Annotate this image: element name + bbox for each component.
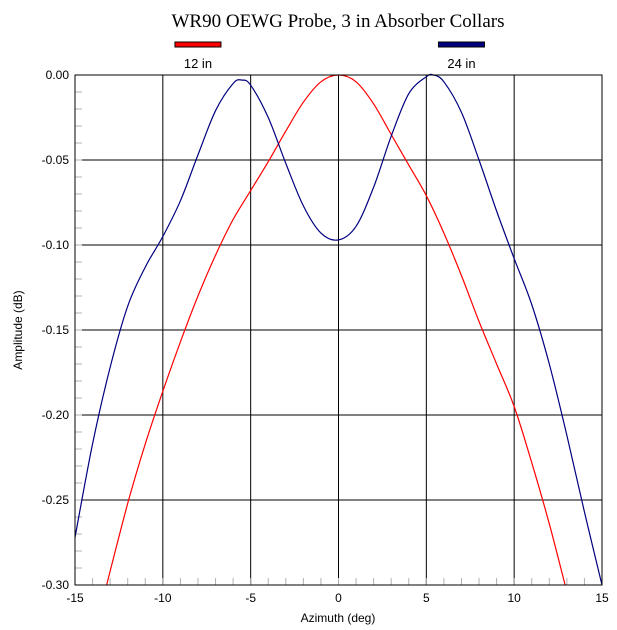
- series-line-2: [74, 73, 603, 586]
- plot-frame: [74, 74, 603, 586]
- y-tick-label: -0.15: [42, 323, 70, 337]
- y-tick-label: -0.30: [42, 578, 70, 592]
- x-tick-label: -15: [66, 591, 84, 605]
- legend-label: 12 in: [184, 56, 212, 71]
- y-axis-label: Amplitude (dB): [11, 290, 25, 369]
- x-tick-label: -10: [154, 591, 172, 605]
- x-tick-label: 5: [423, 591, 430, 605]
- y-tick-label: 0.00: [46, 68, 70, 82]
- legend: 12 in 24 in: [174, 41, 485, 71]
- y-tick-labels: 0.00 -0.05 -0.10 -0.15 -0.20 -0.25 -0.30: [42, 68, 70, 592]
- minor-ticks: [74, 74, 603, 586]
- legend-swatch: [174, 41, 222, 48]
- legend-label: 24 in: [447, 56, 475, 71]
- x-axis-label: Azimuth (deg): [301, 611, 376, 625]
- y-tick-label: -0.05: [42, 153, 70, 167]
- x-tick-label: -5: [245, 591, 256, 605]
- x-tick-label: 10: [507, 591, 521, 605]
- y-tick-label: -0.20: [42, 408, 70, 422]
- legend-swatch: [437, 41, 485, 48]
- chart-title: WR90 OEWG Probe, 3 in Absorber Collars: [172, 11, 505, 32]
- x-tick-label: 0: [335, 591, 342, 605]
- x-tick-label: 15: [595, 591, 609, 605]
- x-tick-labels: -15 -10 -5 0 5 10 15: [66, 591, 609, 605]
- y-tick-label: -0.10: [42, 238, 70, 252]
- y-tick-label: -0.25: [42, 493, 70, 507]
